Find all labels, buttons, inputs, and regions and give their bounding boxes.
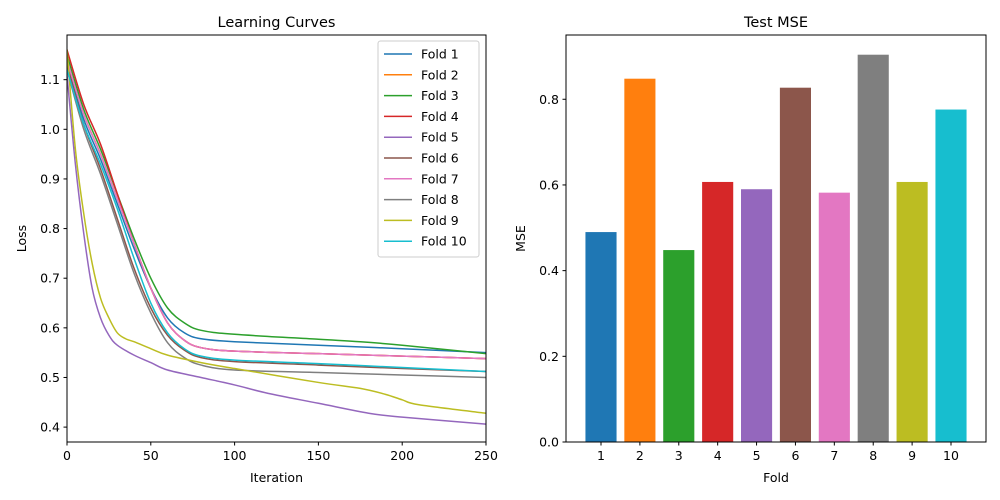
y-tick-label: 1.0 <box>40 122 60 137</box>
y-tick-label: 0.8 <box>539 92 559 107</box>
legend-label-fold-4: Fold 4 <box>421 109 459 124</box>
bar-fold-10 <box>935 109 967 443</box>
learning-curves-chart: Learning Curves 0 50 100 150 200 250 0.4 0.5 0.6… <box>14 15 498 485</box>
x-tick-label: 6 <box>791 448 799 463</box>
learning-curves-plot-area: 0 50 100 150 200 250 0.4 0.5 0.6 0.7 0.8 0.9 1.0 1.1 <box>40 34 498 463</box>
x-tick-label: 2 <box>636 448 644 463</box>
legend-label-fold-7: Fold 7 <box>421 171 459 186</box>
x-tick-label: 1 <box>597 448 605 463</box>
x-tick-label: 10 <box>943 448 959 463</box>
y-tick-label: 0.9 <box>40 171 60 186</box>
y-tick-label: 0.4 <box>40 420 60 435</box>
x-tick-label: 150 <box>306 448 330 463</box>
test-mse-chart: Test MSE 1 2 3 4 5 6 7 8 9 10 0.0 0.2 0.4 0.6 0.8 Fold… <box>513 15 987 485</box>
y-tick-label: 0.5 <box>40 370 60 385</box>
x-tick-label: 0 <box>63 448 71 463</box>
legend-label-fold-1: Fold 1 <box>421 47 459 62</box>
bar-fold-6 <box>779 87 811 442</box>
series-line-fold-10 <box>67 68 486 373</box>
bar-fold-4 <box>702 181 734 442</box>
legend-label-fold-5: Fold 5 <box>421 130 459 145</box>
series-line-fold-9 <box>67 49 486 414</box>
learning-curves-x-axis-label: Iteration <box>250 470 303 485</box>
y-tick-label: 0.6 <box>40 320 60 335</box>
bar-fold-3 <box>663 250 695 442</box>
series-line-fold-5 <box>67 73 486 425</box>
learning-curves-title: Learning Curves <box>218 15 336 31</box>
test-mse-x-axis-label: Fold <box>763 470 789 485</box>
x-tick-label: 50 <box>143 448 159 463</box>
bar-fold-5 <box>741 189 773 442</box>
bar-fold-1 <box>585 232 617 442</box>
legend-label-fold-8: Fold 8 <box>421 192 459 207</box>
x-tick-label: 8 <box>869 448 877 463</box>
series-line-fold-1 <box>67 64 486 354</box>
x-tick-label: 5 <box>753 448 761 463</box>
x-tick-label: 9 <box>908 448 916 463</box>
x-tick-label: 250 <box>474 448 498 463</box>
legend-label-fold-10: Fold 10 <box>421 234 467 249</box>
bar-fold-2 <box>624 78 656 442</box>
x-tick-label: 3 <box>675 448 683 463</box>
y-tick-label: 0.7 <box>40 271 60 286</box>
y-tick-label: 0.0 <box>539 435 559 450</box>
series-line-fold-7 <box>67 59 486 360</box>
bar-fold-9 <box>896 181 928 442</box>
series-line-fold-3 <box>67 54 486 355</box>
y-tick-label: 1.1 <box>40 72 60 87</box>
legend-label-fold-9: Fold 9 <box>421 213 459 228</box>
y-tick-label: 0.8 <box>40 221 60 236</box>
series-line-fold-6 <box>67 64 486 373</box>
test-mse-frame <box>565 34 987 443</box>
test-mse-y-axis-label: MSE <box>513 225 528 252</box>
legend-label-fold-6: Fold 6 <box>421 151 459 166</box>
legend-label-fold-2: Fold 2 <box>421 67 459 82</box>
learning-curves-lines <box>67 49 486 425</box>
test-mse-plot-area: 1 2 3 4 5 6 7 8 9 10 0.0 0.2 0.4 0.6 0.8 <box>539 34 987 463</box>
learning-curves-legend: Fold 1 Fold 2 Fold 3 Fold 4 Fold 5 Fold 6 Fold… <box>377 40 480 258</box>
series-line-fold-8 <box>67 68 486 379</box>
bar-fold-8 <box>857 54 889 442</box>
y-tick-label: 0.2 <box>539 349 559 364</box>
x-tick-label: 200 <box>390 448 414 463</box>
learning-curves-frame <box>66 34 487 443</box>
x-tick-label: 7 <box>830 448 838 463</box>
y-tick-label: 0.4 <box>539 263 559 278</box>
bar-fold-7 <box>818 192 850 442</box>
x-tick-label: 100 <box>223 448 247 463</box>
y-tick-label: 0.6 <box>539 177 559 192</box>
test-mse-title: Test MSE <box>743 15 808 31</box>
x-tick-label: 4 <box>714 448 722 463</box>
legend-label-fold-3: Fold 3 <box>421 88 459 103</box>
learning-curves-y-axis-label: Loss <box>14 225 29 252</box>
